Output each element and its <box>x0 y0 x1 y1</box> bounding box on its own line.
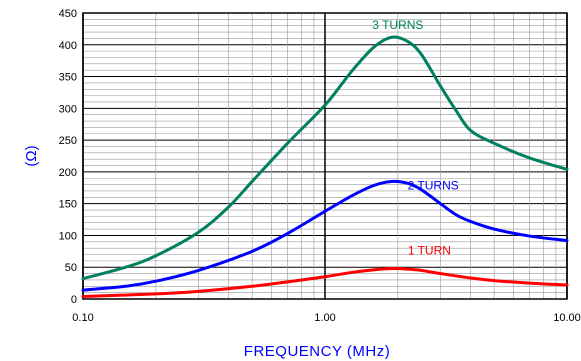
y-tick-label: 100 <box>59 230 77 242</box>
x-tick-label: 10.00 <box>553 312 581 324</box>
annotation-2-turns: 2 TURNS <box>408 179 459 193</box>
x-axis-label: FREQUENCY (MHz) <box>244 343 390 360</box>
series-line-1-turn <box>81 266 569 298</box>
y-tick-label: 450 <box>59 8 77 20</box>
x-tick-labels: 0.10 1.00 10.00 <box>72 312 580 324</box>
y-tick-label: 350 <box>59 72 77 84</box>
series-line-2-turns <box>81 179 569 292</box>
x-tick-label: 1.00 <box>314 312 335 324</box>
y-tick-label: 0 <box>71 294 77 306</box>
y-tick-label: 150 <box>59 199 77 211</box>
y-tick-label: 400 <box>59 40 77 52</box>
series-annotations: 3 TURNS 2 TURNS 1 TURN <box>372 18 458 258</box>
y-tick-label: 250 <box>59 135 77 147</box>
series-lines <box>81 35 569 298</box>
series-line-3-turns <box>81 35 569 281</box>
annotation-1-turn: 1 TURN <box>408 244 451 258</box>
y-tick-labels: 0 50 100 150 200 250 300 350 400 450 <box>59 8 77 306</box>
y-tick-label: 300 <box>59 103 77 115</box>
plot-frame <box>82 12 568 300</box>
y-tick-label: 50 <box>65 262 77 274</box>
x-tick-label: 0.10 <box>72 312 93 324</box>
y-axis-label: (Ω) <box>23 145 40 166</box>
annotation-3-turns: 3 TURNS <box>372 18 423 32</box>
y-tick-label: 200 <box>59 167 77 179</box>
